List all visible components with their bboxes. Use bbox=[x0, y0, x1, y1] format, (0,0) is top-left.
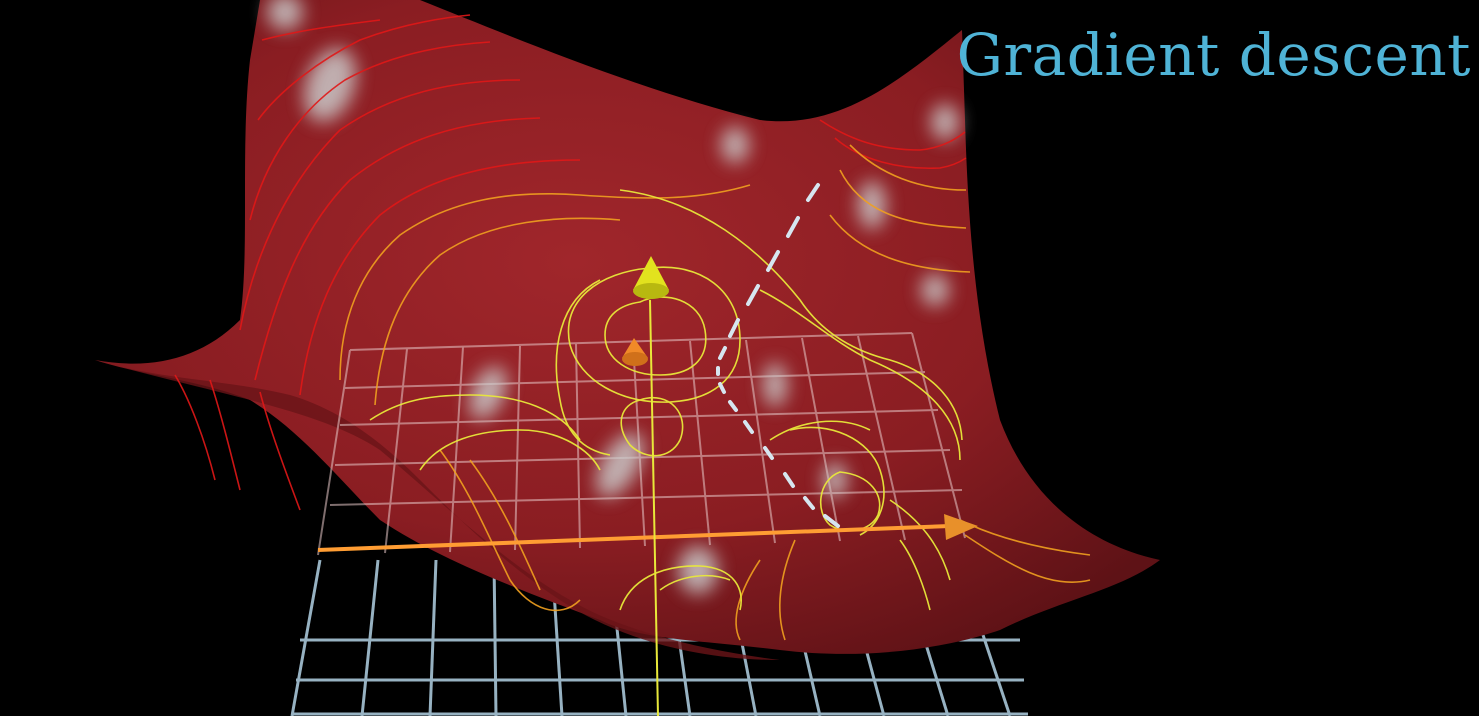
title-text: Gradient descent bbox=[956, 21, 1471, 89]
z-axis bbox=[633, 256, 669, 716]
contour-lines-outer bbox=[174, 14, 967, 511]
contour-lines-mid bbox=[339, 144, 1091, 641]
loss-surface bbox=[95, 0, 1160, 654]
contour-lines-inner bbox=[369, 189, 963, 611]
z-axis-arrow-icon bbox=[633, 256, 669, 290]
x-axis-arrow-icon bbox=[944, 514, 978, 540]
descent-path bbox=[716, 183, 840, 528]
origin-marker-icon bbox=[622, 338, 648, 366]
x-axis bbox=[317, 514, 978, 552]
